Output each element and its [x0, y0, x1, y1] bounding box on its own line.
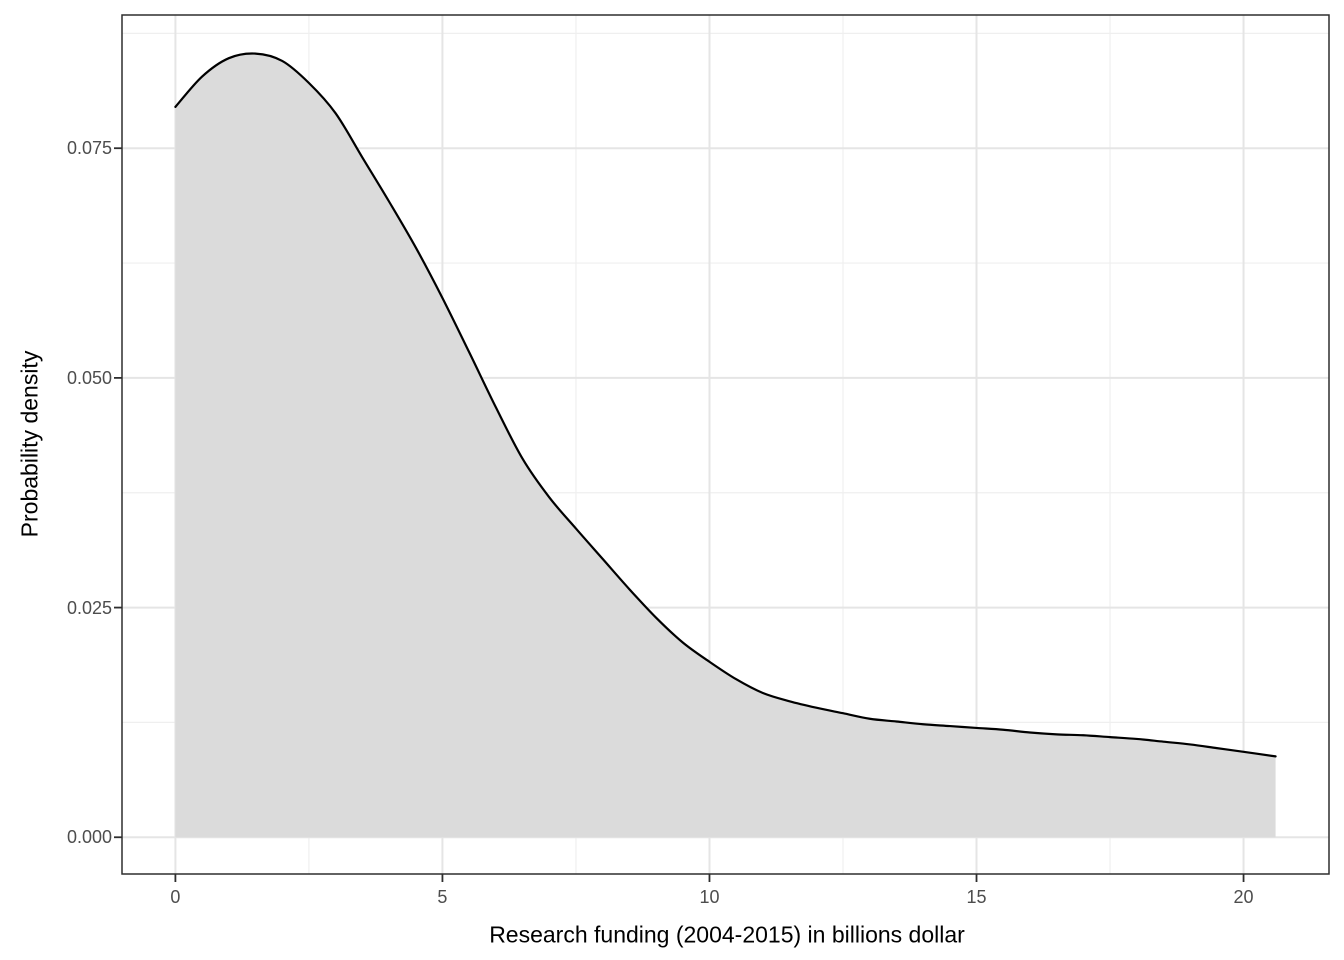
y-tick-label-0050: 0.050: [66, 367, 112, 388]
y-tick-label-0025: 0.025: [66, 597, 112, 618]
x-tick-label-10: 10: [699, 887, 720, 907]
x-tick-label-20: 20: [1233, 887, 1254, 907]
y-axis-title: Probability density: [16, 350, 43, 538]
x-tick-label-5: 5: [437, 887, 448, 907]
x-axis-title: Research funding (2004-2015) in billions…: [489, 921, 965, 948]
y-tick-label-0075: 0.075: [66, 138, 112, 159]
density-area: [175, 53, 1276, 838]
x-tick-label-15: 15: [966, 887, 987, 907]
panel-border: [121, 14, 1330, 875]
density-curve: [174, 52, 1277, 758]
y-tick-label-0000: 0.000: [66, 827, 112, 848]
x-tick-label-0: 0: [170, 887, 181, 907]
